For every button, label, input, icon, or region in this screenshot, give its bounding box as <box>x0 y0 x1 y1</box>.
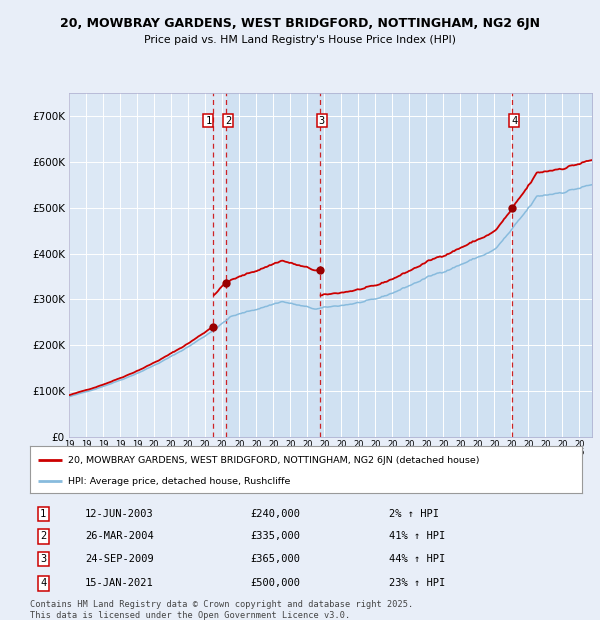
Text: £335,000: £335,000 <box>251 531 301 541</box>
Text: 23% ↑ HPI: 23% ↑ HPI <box>389 578 445 588</box>
Text: £365,000: £365,000 <box>251 554 301 564</box>
Text: 44% ↑ HPI: 44% ↑ HPI <box>389 554 445 564</box>
Text: 15-JAN-2021: 15-JAN-2021 <box>85 578 154 588</box>
Text: 20, MOWBRAY GARDENS, WEST BRIDGFORD, NOTTINGHAM, NG2 6JN: 20, MOWBRAY GARDENS, WEST BRIDGFORD, NOT… <box>60 17 540 30</box>
Text: 20, MOWBRAY GARDENS, WEST BRIDGFORD, NOTTINGHAM, NG2 6JN (detached house): 20, MOWBRAY GARDENS, WEST BRIDGFORD, NOT… <box>68 456 479 465</box>
Text: 2: 2 <box>40 531 46 541</box>
Text: 2% ↑ HPI: 2% ↑ HPI <box>389 509 439 519</box>
Text: 1: 1 <box>205 115 211 125</box>
Text: 4: 4 <box>511 115 517 125</box>
Text: £240,000: £240,000 <box>251 509 301 519</box>
Text: £500,000: £500,000 <box>251 578 301 588</box>
Text: HPI: Average price, detached house, Rushcliffe: HPI: Average price, detached house, Rush… <box>68 477 290 486</box>
Text: 12-JUN-2003: 12-JUN-2003 <box>85 509 154 519</box>
Text: 3: 3 <box>319 115 325 125</box>
Text: 1: 1 <box>40 509 46 519</box>
Text: Price paid vs. HM Land Registry's House Price Index (HPI): Price paid vs. HM Land Registry's House … <box>144 35 456 45</box>
Text: 24-SEP-2009: 24-SEP-2009 <box>85 554 154 564</box>
Text: 4: 4 <box>40 578 46 588</box>
Text: 41% ↑ HPI: 41% ↑ HPI <box>389 531 445 541</box>
Text: 2: 2 <box>225 115 231 125</box>
Text: 26-MAR-2004: 26-MAR-2004 <box>85 531 154 541</box>
Text: Contains HM Land Registry data © Crown copyright and database right 2025.
This d: Contains HM Land Registry data © Crown c… <box>30 600 413 619</box>
Text: 3: 3 <box>40 554 46 564</box>
